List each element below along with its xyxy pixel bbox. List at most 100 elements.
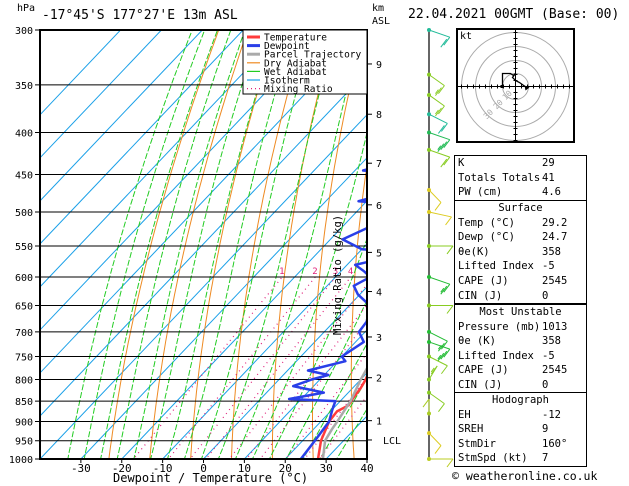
wind-barb-staff	[428, 113, 448, 124]
wet-adiabat-line	[234, 30, 363, 459]
height-axis-unit-km: km	[372, 3, 385, 14]
hodograph-trace	[501, 72, 527, 89]
surface-row: Dewp (°C) 24.7	[458, 231, 568, 244]
wind-barb-feather	[440, 340, 448, 350]
height-tick-label: LCL	[383, 436, 401, 447]
wind-barb	[427, 390, 445, 412]
wind-barb-feather	[434, 445, 442, 454]
wind-barb-half-feather	[440, 287, 445, 293]
mixing-ratio-label: 8	[386, 267, 391, 277]
pressure-tick-label: 800	[15, 375, 33, 386]
wind-barb-dot	[427, 390, 431, 395]
dry-adiabat-line	[350, 162, 367, 459]
x-axis-label: Dewpoint / Temperature (°C)	[113, 471, 309, 485]
height-tick-label: 5	[376, 248, 382, 259]
wind-barb-feather	[443, 156, 451, 166]
wind-barb-dot	[427, 92, 431, 97]
legend-label: Dewpoint	[264, 41, 310, 52]
location-title: -17°45'S 177°27'E 13m ASL	[42, 8, 238, 23]
wind-barb	[427, 112, 448, 134]
wind-barb-dot	[427, 187, 431, 192]
wind-barb-feather	[443, 36, 451, 46]
wind-barb	[427, 92, 445, 117]
wind-barb-feather	[440, 365, 448, 375]
legend-label: Temperature	[264, 33, 327, 44]
wind-barb-dot	[427, 72, 431, 77]
most-unstable-row: Pressure (mb) 1013	[458, 320, 568, 333]
height-tick-label: 8	[376, 110, 382, 121]
x-tick-label: -10	[153, 462, 173, 475]
pressure-tick-label: 950	[15, 437, 33, 448]
indices-surface-box: Surface Temp (°C) 29.2 Dewp (°C) 24.7 θe(K…	[454, 200, 587, 305]
most-unstable-row: CIN (J) 0	[458, 378, 549, 391]
most-unstable-row: CAPE (J) 2545	[458, 364, 568, 377]
surface-row: θe(K) 358	[458, 245, 561, 258]
height-tick-label: 3	[376, 333, 382, 344]
wet-adiabat-line	[83, 30, 206, 459]
x-tick-label: -30	[71, 462, 91, 475]
mixing-ratio-label: 20	[441, 267, 452, 277]
x-tick-label: 10	[238, 462, 251, 475]
wind-barb	[427, 365, 438, 382]
wind-barb	[427, 147, 451, 168]
isotherm-line	[40, 30, 122, 116]
wet-adiabat-line	[150, 30, 261, 459]
wind-barb-feather	[440, 141, 448, 151]
wind-barb	[427, 303, 454, 314]
wind-barb-feather	[437, 143, 445, 153]
series-dewpoint	[287, 168, 367, 459]
wind-barb-staff	[428, 276, 450, 285]
most-unstable-title: Most Unstable	[479, 306, 562, 318]
wind-barb-feather	[440, 350, 448, 360]
x-tick-label: -20	[112, 462, 132, 475]
wind-barb-feather	[438, 403, 445, 412]
indices-most-unstable-box: Most Unstable Pressure (mb) 1013 θe (K) 35…	[454, 304, 587, 394]
pressure-tick-label: 450	[15, 170, 33, 181]
background-lines: 12346810152025	[40, 30, 452, 459]
height-tick-label: 9	[376, 60, 382, 71]
wind-barb-dot	[427, 112, 431, 117]
pressure-tick-label: 600	[15, 273, 33, 284]
pressure-tick-label: 350	[15, 81, 33, 92]
series-temperature	[316, 373, 367, 459]
isotherm-line	[40, 30, 163, 159]
wind-barb	[427, 431, 442, 454]
surface-title: Surface	[498, 202, 543, 214]
most-unstable-row: Lifted Index -5	[458, 349, 555, 362]
isotherm-line	[161, 243, 367, 459]
pressure-tick-label: 900	[15, 417, 33, 428]
surface-row: Lifted Index -5	[458, 260, 555, 273]
legend-label: Isotherm	[264, 76, 310, 87]
pressure-tick-label: 400	[15, 129, 33, 140]
legend-label: Parcel Trajectory	[264, 50, 362, 61]
isotherm-line	[243, 329, 367, 459]
wind-barb-feather	[446, 305, 454, 314]
copyright-link[interactable]: © weatheronline.co.uk	[452, 469, 598, 483]
wet-adiabat-line	[217, 30, 337, 459]
wind-barb	[427, 274, 451, 295]
wet-adiabat-line	[200, 30, 315, 459]
wind-barb-feather	[434, 202, 442, 211]
wind-barb-feather	[446, 458, 454, 468]
dry-adiabat-line	[108, 30, 220, 459]
wet-adiabat-line	[251, 130, 367, 459]
wind-barb-dot	[427, 274, 431, 279]
wet-adiabat-line	[268, 237, 367, 459]
wind-barb-feather	[443, 139, 451, 149]
wind-barb-feather	[440, 285, 448, 295]
wind-barb-feather	[443, 348, 451, 358]
height-tick-label: 1	[376, 417, 382, 428]
mixing-ratio-label: 1	[279, 267, 284, 277]
hodograph-title: Hodograph	[492, 394, 549, 406]
profile-series	[287, 168, 367, 459]
wind-barb-feather	[438, 85, 445, 94]
index-row-totals-totals: Totals Totals 41	[458, 171, 555, 184]
wind-barb-dot	[427, 411, 431, 416]
hodograph-row: EH -12	[458, 408, 561, 421]
wind-barb	[422, 398, 431, 416]
mixing-ratio-line	[167, 276, 316, 459]
wind-barb-dot	[427, 354, 431, 359]
wet-adiabat-line	[319, 377, 367, 459]
wind-barb	[427, 28, 451, 48]
